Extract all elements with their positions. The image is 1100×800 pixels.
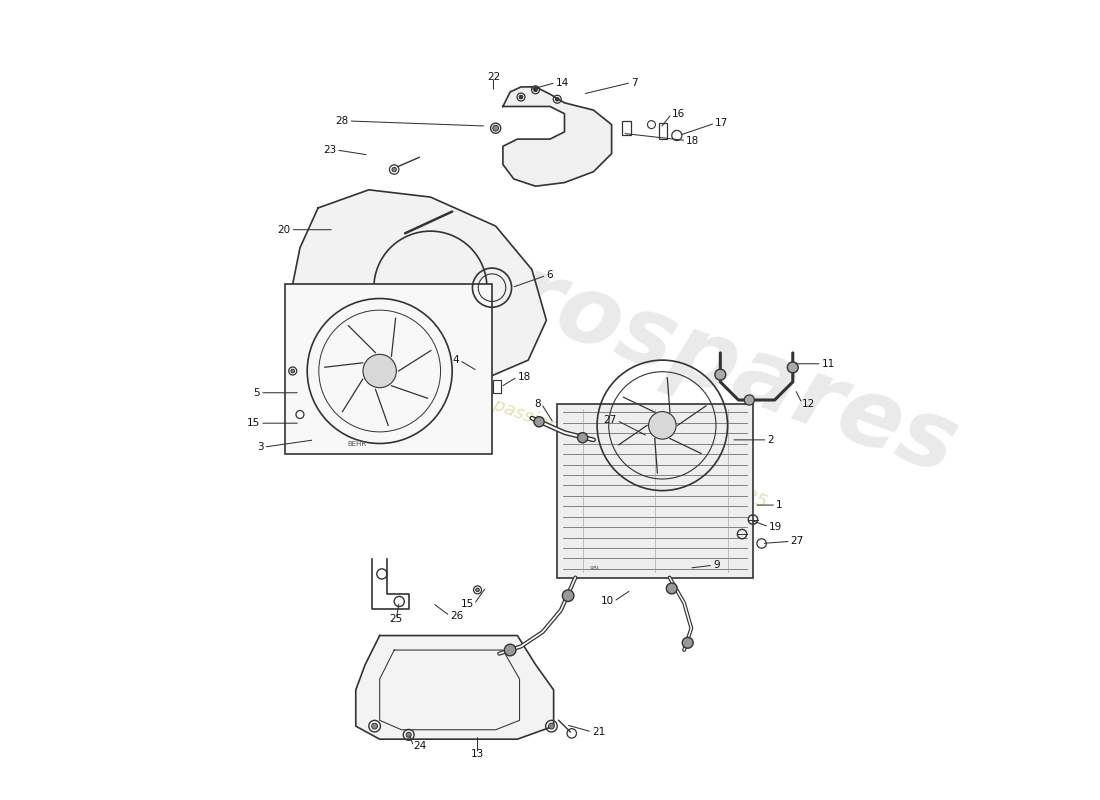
- Text: 13: 13: [471, 749, 484, 758]
- Bar: [659, 123, 668, 139]
- Circle shape: [682, 638, 693, 648]
- Circle shape: [406, 732, 411, 738]
- Text: 21: 21: [592, 727, 605, 737]
- Circle shape: [475, 588, 480, 592]
- Text: 16: 16: [672, 109, 685, 118]
- Text: 19: 19: [769, 522, 782, 532]
- Bar: [558, 404, 752, 578]
- Text: 20: 20: [277, 225, 290, 234]
- Circle shape: [578, 433, 587, 442]
- Polygon shape: [503, 87, 612, 186]
- Circle shape: [372, 723, 377, 729]
- Polygon shape: [355, 635, 553, 739]
- Circle shape: [649, 411, 676, 439]
- Bar: [286, 284, 492, 454]
- Text: 3: 3: [257, 442, 264, 452]
- Text: 11: 11: [822, 358, 835, 369]
- Circle shape: [290, 369, 295, 373]
- Polygon shape: [289, 190, 547, 382]
- Text: 2: 2: [768, 435, 774, 445]
- Circle shape: [667, 583, 678, 594]
- Text: 9: 9: [713, 560, 719, 570]
- Text: 12: 12: [802, 398, 815, 409]
- Text: 25: 25: [389, 614, 403, 624]
- Text: 8: 8: [535, 398, 541, 409]
- Text: 27: 27: [791, 536, 804, 546]
- Circle shape: [519, 95, 522, 99]
- Circle shape: [504, 644, 516, 656]
- Text: BEHR: BEHR: [348, 441, 366, 446]
- Circle shape: [534, 88, 537, 92]
- Circle shape: [556, 98, 559, 101]
- Circle shape: [549, 723, 554, 729]
- Bar: [494, 380, 501, 393]
- Text: 17: 17: [715, 118, 728, 128]
- Text: 5: 5: [253, 388, 260, 398]
- Text: 7: 7: [631, 78, 638, 87]
- Text: 15: 15: [246, 418, 260, 428]
- Text: 23: 23: [323, 145, 337, 155]
- Text: 18: 18: [686, 135, 700, 146]
- Text: 14: 14: [556, 78, 569, 87]
- Circle shape: [535, 417, 544, 427]
- Text: 22: 22: [487, 73, 500, 82]
- Text: eurospares: eurospares: [376, 204, 970, 494]
- Text: 6: 6: [547, 270, 553, 280]
- Text: 10: 10: [601, 597, 614, 606]
- Text: 15: 15: [461, 599, 474, 610]
- Bar: [623, 121, 631, 135]
- Circle shape: [493, 126, 498, 131]
- Text: 27: 27: [604, 415, 617, 426]
- Text: 98L: 98L: [590, 566, 602, 571]
- Text: 4: 4: [453, 355, 460, 365]
- Circle shape: [715, 369, 726, 380]
- Text: 24: 24: [414, 742, 427, 751]
- Text: 1: 1: [777, 500, 783, 510]
- Circle shape: [745, 395, 755, 405]
- Text: a passion for porsches since 1985: a passion for porsches since 1985: [475, 390, 770, 512]
- Text: 18: 18: [517, 372, 530, 382]
- Circle shape: [788, 362, 799, 373]
- Text: 26: 26: [450, 611, 463, 621]
- Circle shape: [363, 354, 396, 388]
- Circle shape: [562, 590, 574, 602]
- Circle shape: [392, 167, 396, 172]
- Text: 28: 28: [336, 116, 349, 126]
